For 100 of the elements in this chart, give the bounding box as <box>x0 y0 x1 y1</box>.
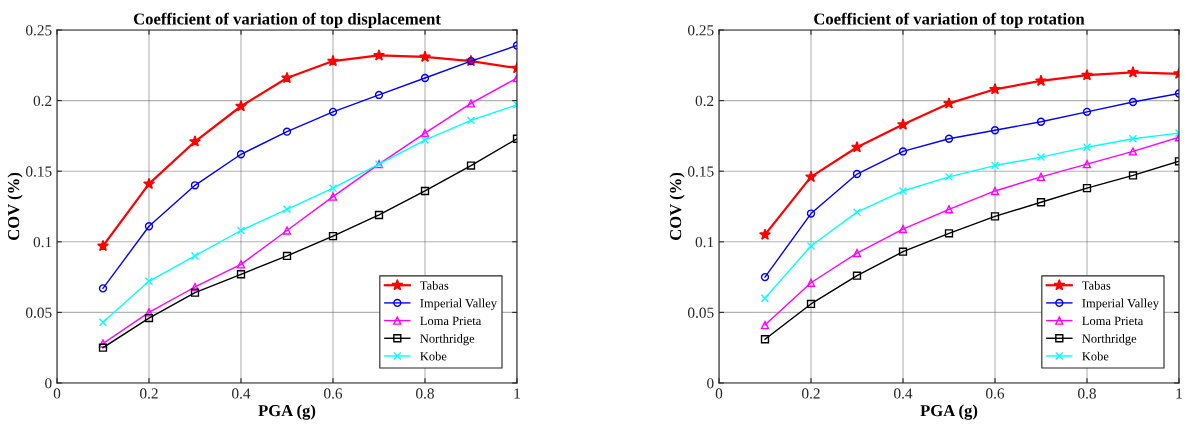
point <box>852 271 862 280</box>
point <box>1128 134 1138 143</box>
x-tick-label: 0.8 <box>1078 388 1096 399</box>
x-tick-label: 0.4 <box>894 388 913 399</box>
point <box>1035 74 1047 87</box>
chart-title: Coefficient of variation of top rotation <box>814 12 1085 28</box>
point <box>1128 97 1138 107</box>
point <box>990 126 1000 135</box>
y-tick-label: 0.15 <box>687 166 714 177</box>
point <box>328 231 338 241</box>
point <box>898 224 908 234</box>
point <box>282 127 292 136</box>
point <box>1036 117 1046 126</box>
point <box>760 320 770 330</box>
point <box>282 251 292 261</box>
point <box>420 128 430 138</box>
point <box>1082 183 1092 193</box>
point <box>282 226 292 235</box>
x-tick-label: 0.4 <box>232 388 251 399</box>
point <box>328 107 338 117</box>
legend-label: Loma Prieta <box>1082 316 1144 326</box>
point <box>374 210 384 220</box>
point <box>98 318 108 327</box>
point <box>759 228 771 240</box>
legend-label: Imperial Valley <box>420 298 497 310</box>
point <box>1036 172 1046 182</box>
point <box>235 99 247 112</box>
y-tick-label: 0 <box>45 378 52 389</box>
legend-label: Kobe <box>1082 351 1109 361</box>
point <box>806 241 816 251</box>
point <box>760 294 770 303</box>
point <box>943 97 955 109</box>
x-tick-label: 0.2 <box>140 388 158 399</box>
x-tick-label: 0.2 <box>802 388 820 399</box>
legend-label: Loma Prieta <box>420 316 482 326</box>
point <box>989 83 1001 95</box>
point <box>236 150 246 159</box>
point <box>282 205 292 214</box>
x-tick-label: 1 <box>514 388 520 399</box>
point <box>98 339 108 348</box>
point <box>98 343 108 352</box>
legend-label: Imperial Valley <box>1082 298 1159 310</box>
y-axis-title: COV (%) <box>7 172 23 241</box>
point <box>806 278 816 287</box>
point <box>144 222 154 231</box>
point <box>236 226 246 235</box>
point <box>1081 68 1093 81</box>
y-tick-label: 0.15 <box>25 166 52 177</box>
point <box>852 248 862 258</box>
point <box>281 71 293 84</box>
point <box>144 313 154 323</box>
legend-label: Tabas <box>420 280 449 290</box>
point <box>1127 66 1139 78</box>
point <box>990 161 1000 170</box>
point <box>374 90 384 100</box>
x-tick-label: 0 <box>53 388 61 399</box>
point <box>897 118 909 130</box>
point <box>1036 198 1046 207</box>
legend-label: Northridge <box>420 333 475 346</box>
point <box>852 169 862 179</box>
point <box>420 135 430 145</box>
point <box>466 161 476 170</box>
x-axis-title: PGA (g) <box>258 404 316 420</box>
point <box>1128 147 1138 156</box>
point <box>1128 171 1138 180</box>
point <box>420 73 430 83</box>
legend-label: Tabas <box>1082 280 1111 290</box>
x-tick-label: 0 <box>715 388 723 399</box>
point <box>466 116 476 125</box>
point <box>419 50 431 63</box>
y-tick-label: 0.2 <box>695 95 714 107</box>
point <box>851 140 863 153</box>
point <box>144 308 154 317</box>
y-tick-label: 0 <box>707 378 714 389</box>
point <box>373 49 385 61</box>
point <box>1036 152 1046 162</box>
point <box>990 212 1000 221</box>
y-tick-label: 0.05 <box>25 307 52 318</box>
point <box>236 260 246 269</box>
point <box>944 229 954 238</box>
point <box>328 183 338 193</box>
point <box>190 282 200 292</box>
point <box>760 335 770 344</box>
point <box>466 99 476 108</box>
y-tick-label: 0.2 <box>33 95 52 107</box>
x-tick-label: 0.6 <box>324 388 343 399</box>
point <box>898 247 908 256</box>
legend-label: Kobe <box>420 351 447 361</box>
point <box>806 209 816 218</box>
point <box>144 277 154 286</box>
x-axis-title: PGA (g) <box>920 404 978 420</box>
point <box>898 147 908 156</box>
point <box>190 181 200 190</box>
y-tick-label: 0.1 <box>33 236 52 248</box>
point <box>98 284 108 293</box>
point <box>420 186 430 196</box>
point <box>1082 107 1092 117</box>
point <box>97 239 109 252</box>
point <box>806 299 816 309</box>
point <box>805 170 817 183</box>
